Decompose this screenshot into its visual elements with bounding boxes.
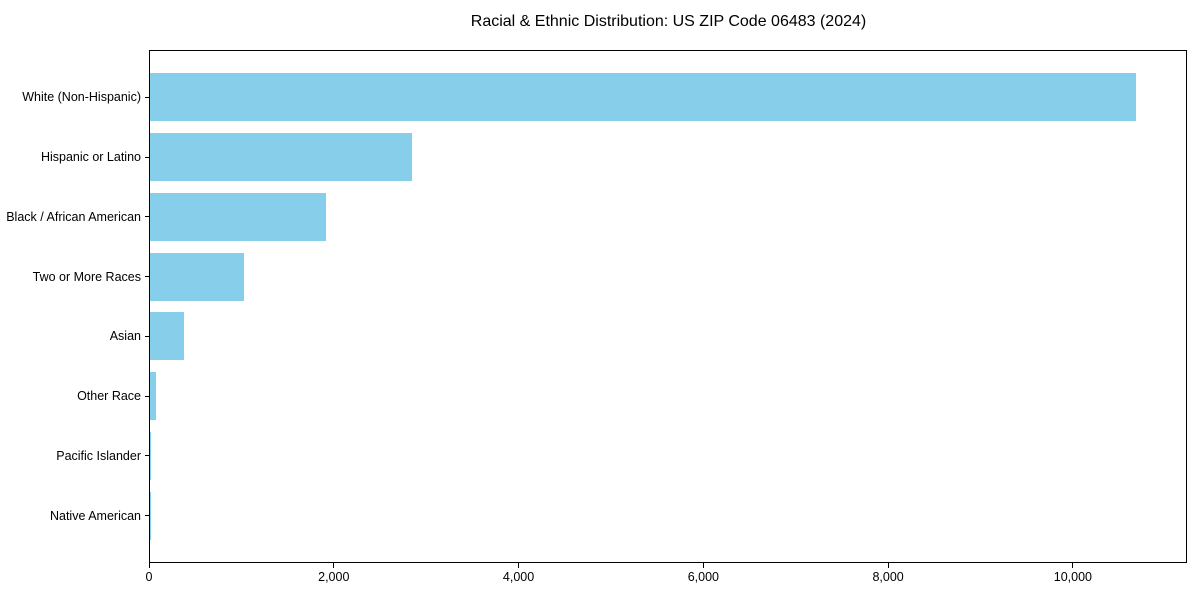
category-label: Asian	[109, 329, 141, 344]
y-tick-mark	[145, 455, 149, 457]
x-tick-label: 8,000	[872, 570, 904, 584]
category-label: Black / African American	[6, 209, 141, 224]
bar-asian	[150, 312, 185, 361]
x-tick-label: 6,000	[687, 570, 719, 584]
bar-hispanic-or-latino	[150, 133, 413, 182]
bar-two-or-more-races	[150, 252, 245, 301]
y-tick-mark	[145, 96, 149, 98]
x-tick-mark	[887, 563, 889, 568]
category-label: Native American	[49, 508, 141, 523]
y-tick-mark	[145, 335, 149, 337]
category-label: Two or More Races	[32, 269, 141, 284]
x-tick-label: 2,000	[318, 570, 350, 584]
y-tick-mark	[145, 276, 149, 278]
x-tick-label: 10,000	[1053, 570, 1092, 584]
y-tick-mark	[145, 515, 149, 517]
x-tick-label: 0	[145, 570, 153, 584]
category-label: Pacific Islander	[56, 448, 141, 463]
chart-title: Racial & Ethnic Distribution: US ZIP Cod…	[470, 13, 867, 30]
plot-area	[149, 50, 1187, 563]
x-tick-label: 4,000	[502, 570, 535, 584]
category-label: Hispanic or Latino	[40, 150, 141, 165]
bar-white-non-hispanic	[150, 73, 1136, 122]
x-tick-mark	[702, 563, 704, 568]
y-tick-mark	[145, 395, 149, 397]
x-tick-mark	[518, 563, 520, 568]
x-tick-mark	[1072, 563, 1074, 568]
x-tick-mark	[333, 563, 335, 568]
bar-black-african-american	[150, 192, 326, 241]
category-label: Other Race	[77, 389, 141, 404]
category-label: White (Non-Hispanic)	[22, 90, 141, 105]
bar-pacific-islander	[150, 431, 152, 480]
x-tick-mark	[148, 563, 150, 568]
y-tick-mark	[145, 156, 149, 158]
y-tick-mark	[145, 216, 149, 218]
bar-other-race	[150, 372, 156, 421]
